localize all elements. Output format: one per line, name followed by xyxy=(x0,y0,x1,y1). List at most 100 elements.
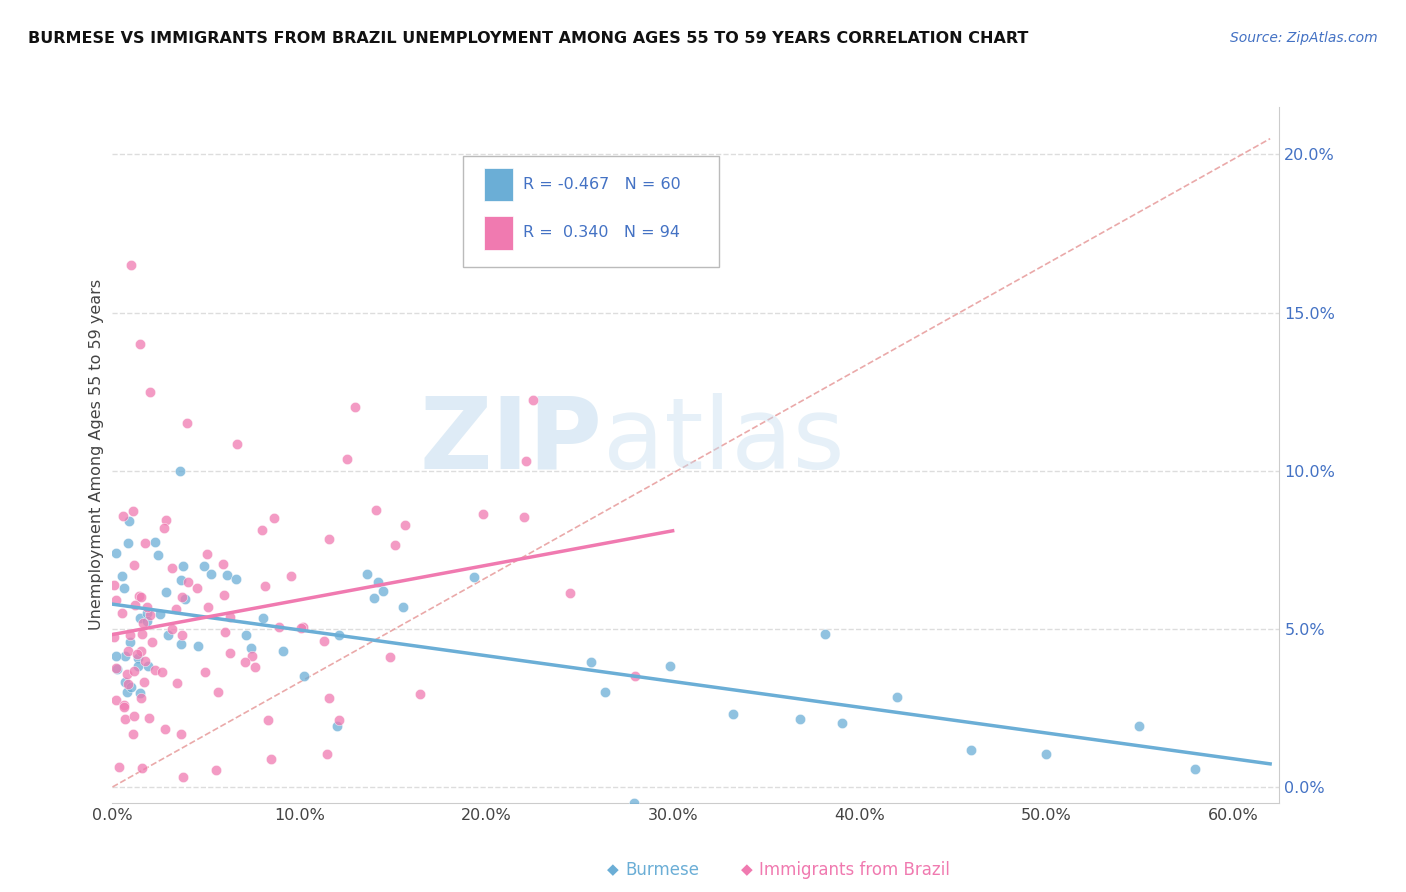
Text: R = -0.467   N = 60: R = -0.467 N = 60 xyxy=(523,177,681,192)
Point xyxy=(291,620,314,634)
Point xyxy=(252,610,274,624)
Point xyxy=(177,574,200,589)
Point xyxy=(522,393,544,408)
Point xyxy=(112,700,135,714)
Text: Source: ZipAtlas.com: Source: ZipAtlas.com xyxy=(1230,31,1378,45)
Point xyxy=(193,559,215,574)
Point xyxy=(120,628,142,642)
Point xyxy=(118,514,141,528)
Point xyxy=(219,610,242,624)
Point xyxy=(155,513,177,527)
Point xyxy=(280,569,302,583)
Point xyxy=(214,588,236,602)
Point xyxy=(233,656,256,670)
Point xyxy=(128,589,150,603)
Text: ◆: ◆ xyxy=(607,863,619,877)
Point xyxy=(579,656,602,670)
Point xyxy=(120,258,142,272)
Point xyxy=(128,685,150,699)
Point xyxy=(103,578,125,592)
Point xyxy=(129,590,152,604)
Point xyxy=(120,680,142,694)
Point xyxy=(960,743,983,757)
Point xyxy=(515,454,537,468)
Point xyxy=(105,546,128,560)
Point xyxy=(187,640,209,654)
Point xyxy=(789,712,811,726)
Point xyxy=(138,608,160,623)
Point xyxy=(170,591,193,605)
Point xyxy=(472,507,495,521)
Point xyxy=(250,523,273,537)
Point xyxy=(104,592,127,607)
Point xyxy=(176,417,198,431)
Point xyxy=(143,535,166,549)
Point xyxy=(108,759,131,773)
Point xyxy=(143,663,166,677)
Point xyxy=(243,660,266,674)
Point xyxy=(886,690,908,704)
Point xyxy=(127,647,149,661)
Y-axis label: Unemployment Among Ages 55 to 59 years: Unemployment Among Ages 55 to 59 years xyxy=(89,279,104,631)
Point xyxy=(831,716,853,731)
Text: Burmese: Burmese xyxy=(626,861,700,879)
Point xyxy=(205,763,228,777)
Point xyxy=(1128,718,1150,732)
Point xyxy=(132,675,155,690)
Point xyxy=(328,628,350,642)
Point xyxy=(328,713,350,727)
Point xyxy=(122,558,145,573)
Point xyxy=(366,502,388,516)
Point xyxy=(207,685,229,699)
Point xyxy=(139,384,162,399)
Point xyxy=(135,606,157,620)
Point xyxy=(560,586,582,600)
Point xyxy=(260,752,283,766)
Point xyxy=(149,607,172,621)
Point xyxy=(146,548,169,562)
Point xyxy=(152,665,174,680)
Point xyxy=(129,337,152,351)
Text: ZIP: ZIP xyxy=(420,392,603,490)
Point xyxy=(186,581,208,595)
Point xyxy=(172,770,194,784)
Point xyxy=(111,606,134,620)
Point xyxy=(121,504,143,518)
Point xyxy=(104,693,127,707)
Point xyxy=(513,510,536,524)
Point xyxy=(117,677,139,691)
Point xyxy=(169,464,191,478)
Point xyxy=(326,719,349,733)
Point xyxy=(135,614,157,628)
Point xyxy=(129,644,152,658)
Point xyxy=(170,574,193,588)
Point xyxy=(131,627,153,641)
Text: BURMESE VS IMMIGRANTS FROM BRAZIL UNEMPLOYMENT AMONG AGES 55 TO 59 YEARS CORRELA: BURMESE VS IMMIGRANTS FROM BRAZIL UNEMPL… xyxy=(28,31,1029,46)
Point xyxy=(318,532,340,546)
Point xyxy=(131,761,153,775)
Point xyxy=(117,536,139,550)
Point xyxy=(292,669,315,683)
Point xyxy=(112,582,135,596)
Point xyxy=(194,665,217,679)
Point xyxy=(134,536,156,550)
Point xyxy=(114,675,136,690)
Point xyxy=(172,559,194,574)
Point xyxy=(122,708,145,723)
Point xyxy=(136,659,159,673)
Point xyxy=(141,635,163,649)
Point xyxy=(363,591,385,606)
Point xyxy=(240,640,263,655)
Point xyxy=(290,622,312,636)
Point xyxy=(117,684,139,698)
Point xyxy=(170,628,193,642)
Point xyxy=(197,600,219,615)
Point xyxy=(200,566,222,581)
Point xyxy=(394,517,416,532)
Point xyxy=(117,644,139,658)
Point xyxy=(217,567,239,582)
Point xyxy=(157,628,180,642)
Text: ◆: ◆ xyxy=(741,863,752,877)
Point xyxy=(170,727,193,741)
Point xyxy=(623,796,645,810)
